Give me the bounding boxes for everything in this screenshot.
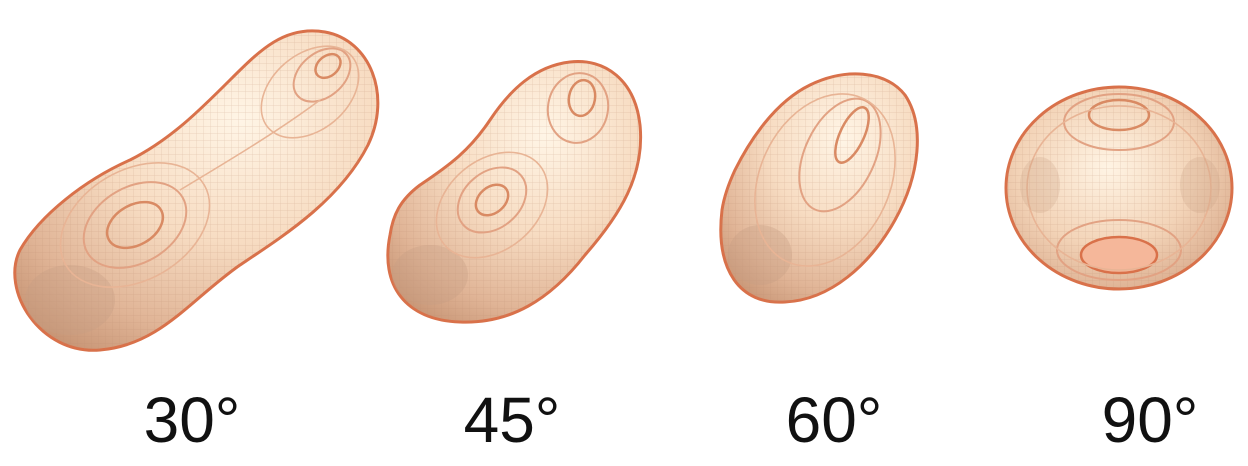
angle-label-45: 45° (463, 384, 561, 456)
angle-label-30: 30° (143, 384, 241, 456)
droplet-shape-45 (386, 60, 643, 324)
angle-label-60: 60° (785, 384, 883, 456)
angle-label-90: 90° (1101, 384, 1199, 456)
droplet-shape-30 (13, 29, 380, 352)
droplet-shape-60 (719, 72, 919, 304)
droplet-shape-90 (1004, 85, 1234, 291)
